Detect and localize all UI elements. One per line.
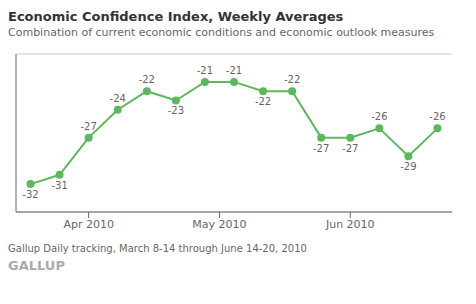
html-text:Economic Confidence Index, Wee: Economic Confidence Index, Weekly Averag… [8,9,344,24]
svg-text:-26: -26 [429,111,445,122]
svg-text:-23: -23 [168,105,184,116]
svg-text:Jun 2010: Jun 2010 [325,218,375,231]
svg-text:-21: -21 [197,65,213,76]
svg-text:-26: -26 [371,111,387,122]
svg-text:May 2010: May 2010 [192,218,246,231]
html-text:GALLUP: GALLUP [8,258,65,273]
svg-text:-27: -27 [342,143,358,154]
html-text:Combination of current economi: Combination of current economic conditio… [8,26,435,39]
svg-text:-21: -21 [226,65,242,76]
svg-text:-27: -27 [80,121,96,132]
svg-text:-29: -29 [400,161,416,172]
svg-text:-22: -22 [284,74,300,85]
svg-text:-22: -22 [139,74,155,85]
svg-text:-31: -31 [51,180,67,191]
svg-text:-32: -32 [22,189,38,200]
svg-text:-27: -27 [313,143,329,154]
svg-text:-22: -22 [255,96,271,107]
svg-text:Apr 2010: Apr 2010 [63,218,114,231]
html-text:Gallup Daily tracking, March 8: Gallup Daily tracking, March 8-14 throug… [8,243,307,254]
svg-text:-24: -24 [110,93,126,104]
